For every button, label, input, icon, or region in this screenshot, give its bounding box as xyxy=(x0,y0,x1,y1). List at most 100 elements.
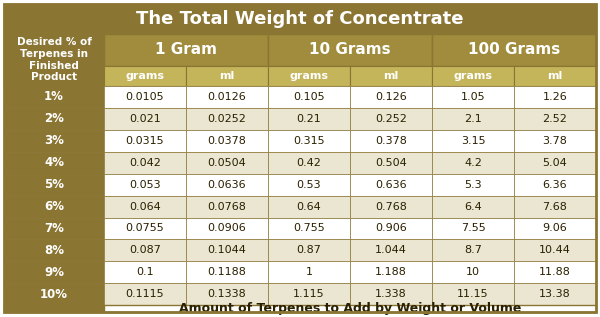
Text: 3.15: 3.15 xyxy=(461,136,485,146)
Text: 1%: 1% xyxy=(44,90,64,103)
Bar xyxy=(104,108,186,130)
Bar xyxy=(432,174,514,196)
Bar xyxy=(4,217,104,239)
Text: 5%: 5% xyxy=(44,178,64,191)
Text: 1: 1 xyxy=(305,267,313,277)
Text: ml: ml xyxy=(220,71,235,81)
Text: 6.36: 6.36 xyxy=(542,179,568,190)
Bar xyxy=(104,152,186,174)
Bar xyxy=(104,262,186,283)
Text: 0.636: 0.636 xyxy=(375,179,407,190)
Bar xyxy=(350,217,432,239)
Bar xyxy=(350,262,432,283)
Text: 2%: 2% xyxy=(44,112,64,125)
Text: ml: ml xyxy=(383,71,398,81)
Bar xyxy=(432,34,596,66)
Text: 0.64: 0.64 xyxy=(296,202,322,211)
Text: 5.04: 5.04 xyxy=(542,158,568,168)
Text: ml: ml xyxy=(547,71,563,81)
Text: 0.0636: 0.0636 xyxy=(208,179,247,190)
Text: 0.0126: 0.0126 xyxy=(208,92,247,102)
Bar xyxy=(432,66,514,86)
Text: 6%: 6% xyxy=(44,200,64,213)
Text: 1.05: 1.05 xyxy=(461,92,485,102)
Text: 0.1044: 0.1044 xyxy=(208,245,247,256)
Text: grams: grams xyxy=(454,71,493,81)
Text: 0.053: 0.053 xyxy=(129,179,161,190)
Bar xyxy=(4,239,104,262)
Bar xyxy=(186,283,268,305)
Bar xyxy=(104,34,268,66)
Text: 0.042: 0.042 xyxy=(129,158,161,168)
Bar xyxy=(4,174,104,196)
Text: 10 Grams: 10 Grams xyxy=(309,42,391,57)
Bar xyxy=(432,283,514,305)
Bar xyxy=(268,217,350,239)
Bar xyxy=(350,130,432,152)
Bar xyxy=(268,152,350,174)
Bar xyxy=(268,130,350,152)
Bar xyxy=(4,262,104,283)
Bar xyxy=(350,239,432,262)
Text: 4.2: 4.2 xyxy=(464,158,482,168)
Bar xyxy=(186,108,268,130)
Text: 0.0768: 0.0768 xyxy=(208,202,247,211)
Text: 0.53: 0.53 xyxy=(296,179,322,190)
Bar xyxy=(4,283,104,305)
Bar xyxy=(4,86,104,108)
Text: 2.52: 2.52 xyxy=(542,114,568,124)
Text: The Total Weight of Concentrate: The Total Weight of Concentrate xyxy=(136,10,464,28)
Text: 3.78: 3.78 xyxy=(542,136,568,146)
Bar xyxy=(186,239,268,262)
Text: 7.55: 7.55 xyxy=(461,223,485,234)
Text: 9%: 9% xyxy=(44,266,64,279)
Text: 0.0252: 0.0252 xyxy=(208,114,247,124)
Text: 6.4: 6.4 xyxy=(464,202,482,211)
Text: 0.0105: 0.0105 xyxy=(125,92,164,102)
Text: 7%: 7% xyxy=(44,222,64,235)
Bar xyxy=(514,239,596,262)
Text: 7.68: 7.68 xyxy=(542,202,568,211)
Text: 100 Grams: 100 Grams xyxy=(468,42,560,57)
Bar xyxy=(268,108,350,130)
Text: 1.338: 1.338 xyxy=(375,289,407,299)
Text: 0.1115: 0.1115 xyxy=(125,289,164,299)
Bar xyxy=(104,239,186,262)
Bar xyxy=(514,152,596,174)
Bar xyxy=(432,196,514,217)
Text: 0.87: 0.87 xyxy=(296,245,322,256)
Bar xyxy=(104,305,596,312)
Bar xyxy=(4,4,596,34)
Bar xyxy=(186,152,268,174)
Text: 8.7: 8.7 xyxy=(464,245,482,256)
Text: 0.0315: 0.0315 xyxy=(125,136,164,146)
Text: 0.315: 0.315 xyxy=(293,136,325,146)
Bar xyxy=(432,152,514,174)
Bar xyxy=(514,283,596,305)
Text: 0.1338: 0.1338 xyxy=(208,289,247,299)
Bar xyxy=(432,130,514,152)
Bar xyxy=(4,108,104,130)
Text: 0.087: 0.087 xyxy=(129,245,161,256)
Bar xyxy=(186,130,268,152)
Bar xyxy=(514,66,596,86)
Bar xyxy=(268,196,350,217)
Bar xyxy=(514,108,596,130)
Text: 5.3: 5.3 xyxy=(464,179,482,190)
Bar xyxy=(350,108,432,130)
Text: 0.1188: 0.1188 xyxy=(208,267,247,277)
Text: 4%: 4% xyxy=(44,156,64,169)
Bar xyxy=(186,262,268,283)
Text: Amount of Terpenes to Add by Weight or Volume: Amount of Terpenes to Add by Weight or V… xyxy=(179,302,521,315)
Bar xyxy=(350,196,432,217)
Text: 0.105: 0.105 xyxy=(293,92,325,102)
Bar xyxy=(104,130,186,152)
Text: 9.06: 9.06 xyxy=(542,223,568,234)
Bar xyxy=(268,34,432,66)
Bar xyxy=(514,217,596,239)
Text: 0.0378: 0.0378 xyxy=(208,136,247,146)
Bar xyxy=(268,66,350,86)
Text: 0.021: 0.021 xyxy=(129,114,161,124)
Text: 0.064: 0.064 xyxy=(129,202,161,211)
Bar xyxy=(350,152,432,174)
